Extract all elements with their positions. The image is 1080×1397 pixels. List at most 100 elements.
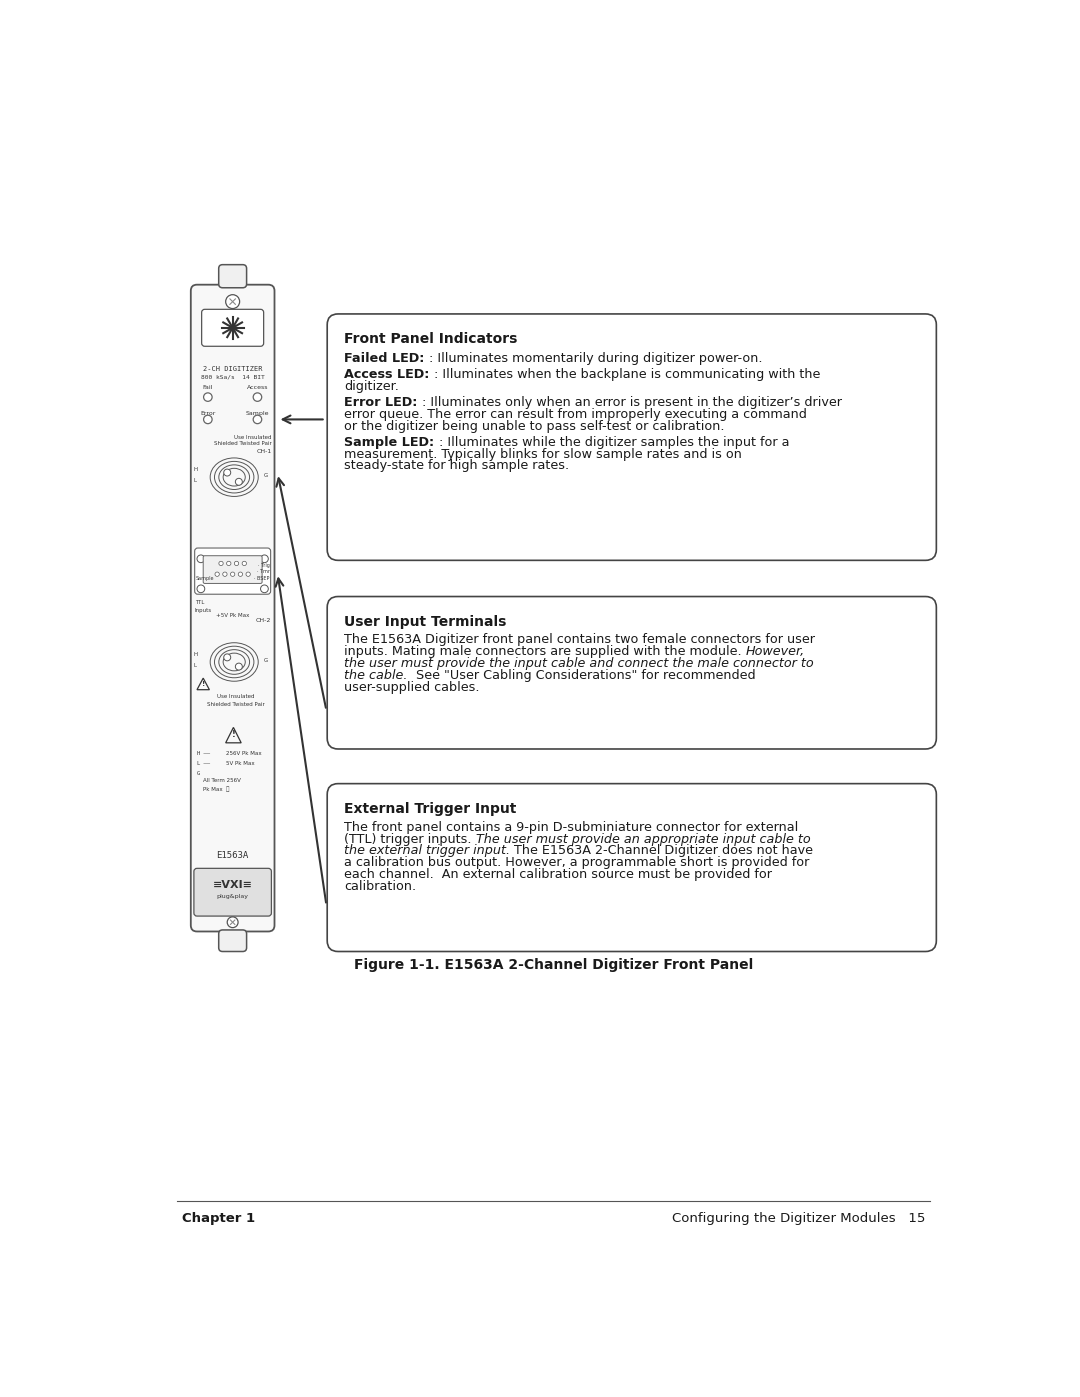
Text: 5V Pk Max: 5V Pk Max (227, 760, 255, 766)
Text: The E1563A Digitizer front panel contains two female connectors for user: The E1563A Digitizer front panel contain… (345, 633, 815, 647)
FancyBboxPatch shape (218, 930, 246, 951)
FancyBboxPatch shape (191, 285, 274, 932)
Circle shape (235, 478, 242, 485)
Text: CH-1: CH-1 (256, 448, 271, 454)
FancyBboxPatch shape (194, 869, 271, 916)
FancyBboxPatch shape (327, 597, 936, 749)
Text: inputs. Mating male connectors are supplied with the module.: inputs. Mating male connectors are suppl… (345, 645, 746, 658)
Text: user-supplied cables.: user-supplied cables. (345, 682, 480, 694)
Text: !: ! (202, 680, 205, 686)
FancyBboxPatch shape (327, 314, 936, 560)
Text: steady-state for high sample rates.: steady-state for high sample rates. (345, 460, 569, 472)
FancyBboxPatch shape (203, 556, 262, 584)
Text: All Term 256V: All Term 256V (203, 778, 241, 784)
Text: a calibration bus output. However, a programmable short is provided for: a calibration bus output. However, a pro… (345, 856, 810, 869)
Circle shape (234, 562, 239, 566)
Circle shape (197, 585, 205, 592)
FancyBboxPatch shape (327, 784, 936, 951)
Text: Configuring the Digitizer Modules   15: Configuring the Digitizer Modules 15 (672, 1211, 926, 1225)
Text: (TTL) trigger inputs.: (TTL) trigger inputs. (345, 833, 476, 845)
Text: Inputs: Inputs (194, 608, 212, 613)
Text: L ——: L —— (197, 760, 210, 766)
Text: 800 kSa/s  14 BIT: 800 kSa/s 14 BIT (201, 374, 265, 379)
Text: G: G (264, 474, 268, 478)
Text: H: H (193, 652, 198, 657)
Text: Shielded Twisted Pair: Shielded Twisted Pair (207, 703, 265, 707)
Circle shape (260, 555, 268, 563)
Text: H: H (193, 467, 198, 472)
Text: Use Insulated: Use Insulated (234, 436, 271, 440)
Circle shape (222, 571, 227, 577)
Circle shape (204, 393, 212, 401)
Text: the external trigger input.: the external trigger input. (345, 844, 510, 858)
Text: : Illuminates momentarily during digitizer power-on.: : Illuminates momentarily during digitiz… (429, 352, 762, 366)
Circle shape (215, 571, 219, 577)
Text: Sample: Sample (195, 577, 214, 581)
Circle shape (246, 571, 251, 577)
Circle shape (242, 562, 246, 566)
Text: Fail: Fail (203, 386, 213, 390)
Circle shape (227, 562, 231, 566)
Text: Error: Error (200, 411, 216, 416)
Text: G: G (197, 771, 200, 775)
Text: E1563A: E1563A (216, 851, 248, 859)
Text: However,: However, (746, 645, 805, 658)
Text: · Tmr: · Tmr (257, 570, 270, 574)
FancyBboxPatch shape (218, 264, 246, 288)
Text: Shielded Twisted Pair: Shielded Twisted Pair (214, 441, 271, 447)
Text: the user must provide the input cable and connect the male connector to: the user must provide the input cable an… (345, 658, 814, 671)
Text: External Trigger Input: External Trigger Input (345, 802, 516, 816)
Text: The user must provide an appropriate input cable to: The user must provide an appropriate inp… (476, 833, 810, 845)
Circle shape (224, 654, 231, 661)
Text: TTL: TTL (194, 601, 204, 605)
Text: Pk Max  ⏚: Pk Max ⏚ (203, 787, 230, 792)
Circle shape (260, 585, 268, 592)
Text: L: L (193, 662, 197, 668)
Text: The front panel contains a 9-pin D-subminiature connector for external: The front panel contains a 9-pin D-submi… (345, 820, 798, 834)
Text: Access LED:: Access LED: (345, 369, 434, 381)
Text: : Illuminates only when an error is present in the digitizer’s driver: : Illuminates only when an error is pres… (422, 395, 842, 409)
Text: G: G (264, 658, 268, 664)
Text: The E1563A 2-Channel Digitizer does not have: The E1563A 2-Channel Digitizer does not … (510, 844, 813, 858)
Text: ≡VXI≡: ≡VXI≡ (213, 880, 253, 890)
Text: measurement. Typically blinks for slow sample rates and is on: measurement. Typically blinks for slow s… (345, 447, 742, 461)
Text: +5V Pk Max: +5V Pk Max (216, 613, 249, 617)
Text: the cable.: the cable. (345, 669, 407, 682)
Text: Sample: Sample (246, 411, 269, 416)
Text: 2-CH DIGITIZER: 2-CH DIGITIZER (203, 366, 262, 372)
Text: H ——: H —— (197, 750, 210, 756)
Text: : Illuminates when the backplane is communicating with the: : Illuminates when the backplane is comm… (434, 369, 821, 381)
Text: 256V Pk Max: 256V Pk Max (227, 750, 262, 756)
Text: · Trig: · Trig (258, 563, 270, 569)
Text: each channel.  An external calibration source must be provided for: each channel. An external calibration so… (345, 869, 772, 882)
Text: CH-2: CH-2 (256, 619, 271, 623)
Text: plug&play: plug&play (217, 894, 248, 900)
Text: Sample LED:: Sample LED: (345, 436, 438, 448)
Text: digitizer.: digitizer. (345, 380, 400, 393)
Text: Front Panel Indicators: Front Panel Indicators (345, 332, 517, 346)
Text: Figure 1-1. E1563A 2-Channel Digitizer Front Panel: Figure 1-1. E1563A 2-Channel Digitizer F… (354, 958, 753, 972)
Text: error queue. The error can result from improperly executing a command: error queue. The error can result from i… (345, 408, 807, 420)
Circle shape (219, 562, 224, 566)
Circle shape (224, 469, 231, 476)
Text: Error LED:: Error LED: (345, 395, 422, 409)
Text: User Input Terminals: User Input Terminals (345, 615, 507, 629)
Text: Chapter 1: Chapter 1 (181, 1211, 255, 1225)
Text: L: L (193, 478, 197, 483)
Circle shape (239, 571, 243, 577)
Circle shape (230, 571, 234, 577)
Text: Failed LED:: Failed LED: (345, 352, 429, 366)
FancyBboxPatch shape (194, 548, 271, 594)
Text: Use Insulated: Use Insulated (217, 694, 255, 700)
Circle shape (226, 295, 240, 309)
Text: Access: Access (246, 386, 268, 390)
Text: See "User Cabling Considerations" for recommended: See "User Cabling Considerations" for re… (407, 669, 755, 682)
Circle shape (235, 664, 242, 671)
Text: : Illuminates while the digitizer samples the input for a: : Illuminates while the digitizer sample… (438, 436, 789, 448)
Text: !: ! (231, 731, 235, 739)
Circle shape (197, 555, 205, 563)
Text: calibration.: calibration. (345, 880, 417, 893)
Circle shape (227, 916, 238, 928)
Circle shape (204, 415, 212, 423)
Circle shape (253, 415, 261, 423)
